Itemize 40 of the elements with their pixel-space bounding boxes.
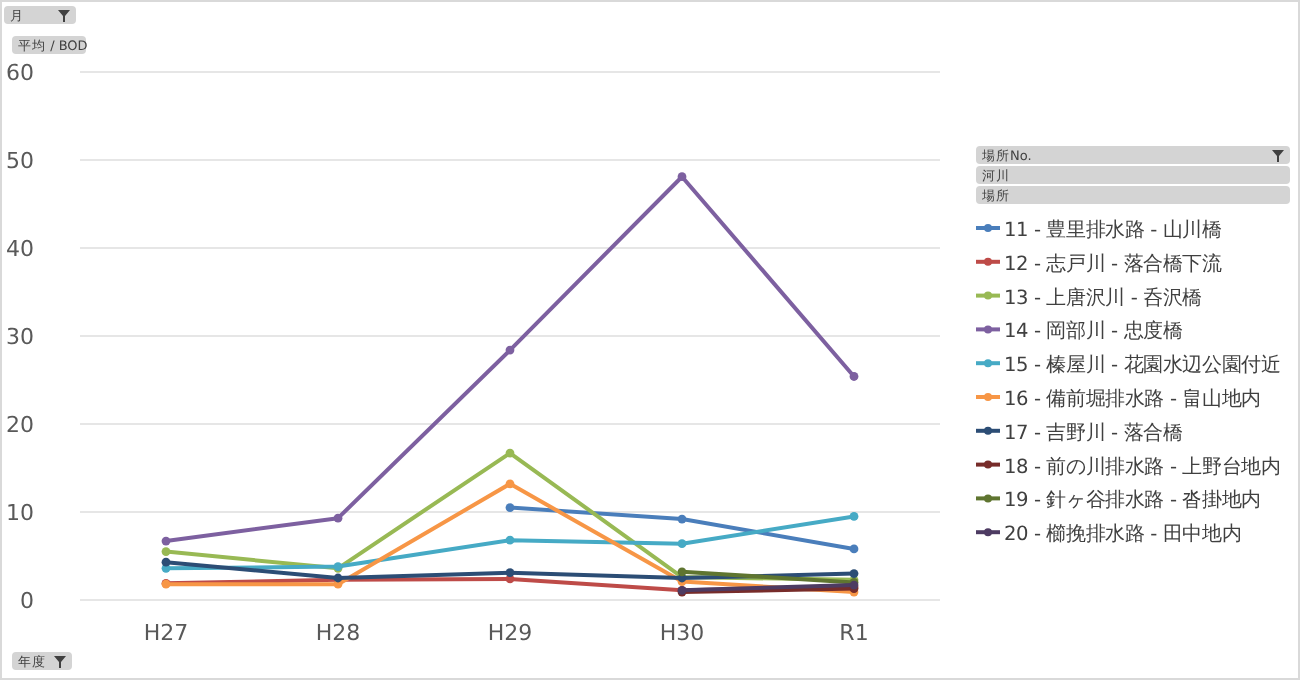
legend-label: 12 - 志戸川 - 落合橋下流 <box>1004 251 1222 276</box>
point <box>677 539 687 549</box>
point <box>505 503 515 512</box>
legend-label: 18 - 前の川排水路 - 上野台地内 <box>1004 454 1281 479</box>
legend-label: 15 - 榛屋川 - 花園水辺公園付近 <box>1004 353 1281 378</box>
point <box>677 172 687 182</box>
legend-label: 16 - 備前堀排水路 - 畠山地内 <box>1004 387 1261 411</box>
point <box>161 536 171 546</box>
x-tick-label: H27 <box>143 620 189 646</box>
legend-label: 14 - 岡部川 - 忠度橋 <box>1004 319 1183 344</box>
point <box>161 547 171 556</box>
y-tick-label: 0 <box>20 588 34 614</box>
point <box>505 479 515 489</box>
x-tick-label: H29 <box>487 620 533 646</box>
y-tick-label: 40 <box>6 236 34 262</box>
point <box>505 568 515 578</box>
point <box>333 513 343 523</box>
point <box>505 345 515 355</box>
legend-label: 20 - 櫛挽排水路 - 田中地内 <box>1004 522 1242 547</box>
y-tick-label: 30 <box>6 324 34 350</box>
point <box>505 535 515 545</box>
point <box>161 557 171 567</box>
x-tick-label: R1 <box>839 620 869 646</box>
legend-label: 13 - 上唐沢川 - 呑沢橋 <box>1004 285 1203 310</box>
y-tick-label: 10 <box>6 500 34 526</box>
point <box>677 567 687 577</box>
y-tick-label: 20 <box>6 412 34 438</box>
legend-label: 11 - 豊里排水路 - 山川橋 <box>1004 218 1222 242</box>
point <box>849 569 859 578</box>
point <box>849 544 859 554</box>
point <box>849 372 859 381</box>
point <box>505 448 515 458</box>
y-tick-label: 60 <box>6 60 34 86</box>
y-tick-label: 50 <box>6 148 34 174</box>
legend-label: 17 - 吉野川 - 落合橋 <box>1004 420 1183 445</box>
point <box>677 514 687 524</box>
legend-label: 19 - 針ヶ谷排水路 - 沓掛地内 <box>1004 488 1261 513</box>
point <box>849 512 859 521</box>
x-tick-label: H28 <box>315 620 361 646</box>
x-tick-label: H30 <box>659 620 705 646</box>
